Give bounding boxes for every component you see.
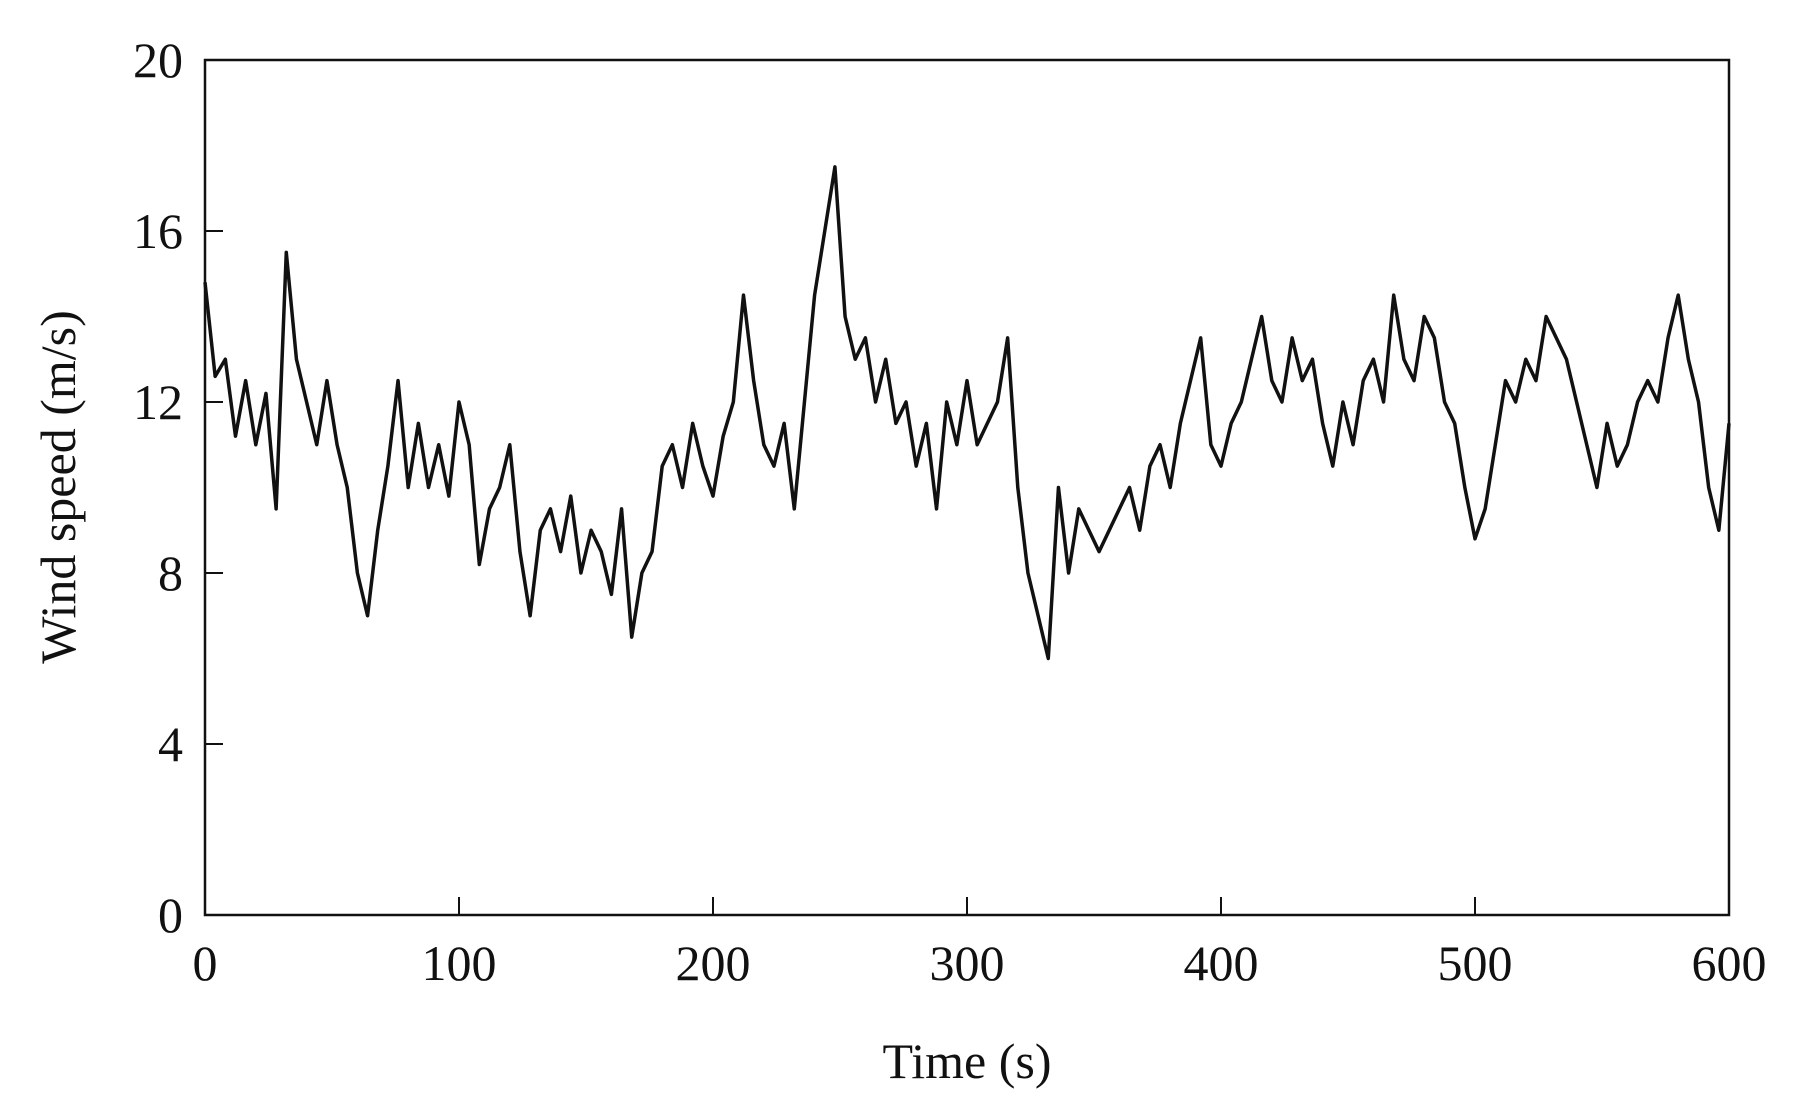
plot-frame [203, 58, 1731, 917]
x-tick-label: 500 [1438, 935, 1513, 991]
x-tick-label: 0 [193, 935, 218, 991]
y-tick-label: 4 [158, 716, 183, 772]
wind-speed-line [203, 165, 1731, 661]
y-tick-label: 16 [133, 203, 183, 259]
x-tick-label: 200 [676, 935, 751, 991]
x-axis-title: Time (s) [882, 1033, 1051, 1089]
y-tick-label: 8 [158, 545, 183, 601]
y-tick-label: 0 [158, 887, 183, 943]
x-tick-label: 600 [1692, 935, 1767, 991]
y-tick-label: 20 [133, 32, 183, 88]
x-tick-label: 100 [422, 935, 497, 991]
x-tick-label: 400 [1184, 935, 1259, 991]
x-tick-label: 300 [930, 935, 1005, 991]
y-axis-title: Wind speed (m/s) [30, 310, 86, 663]
y-tick-label: 12 [133, 374, 183, 430]
